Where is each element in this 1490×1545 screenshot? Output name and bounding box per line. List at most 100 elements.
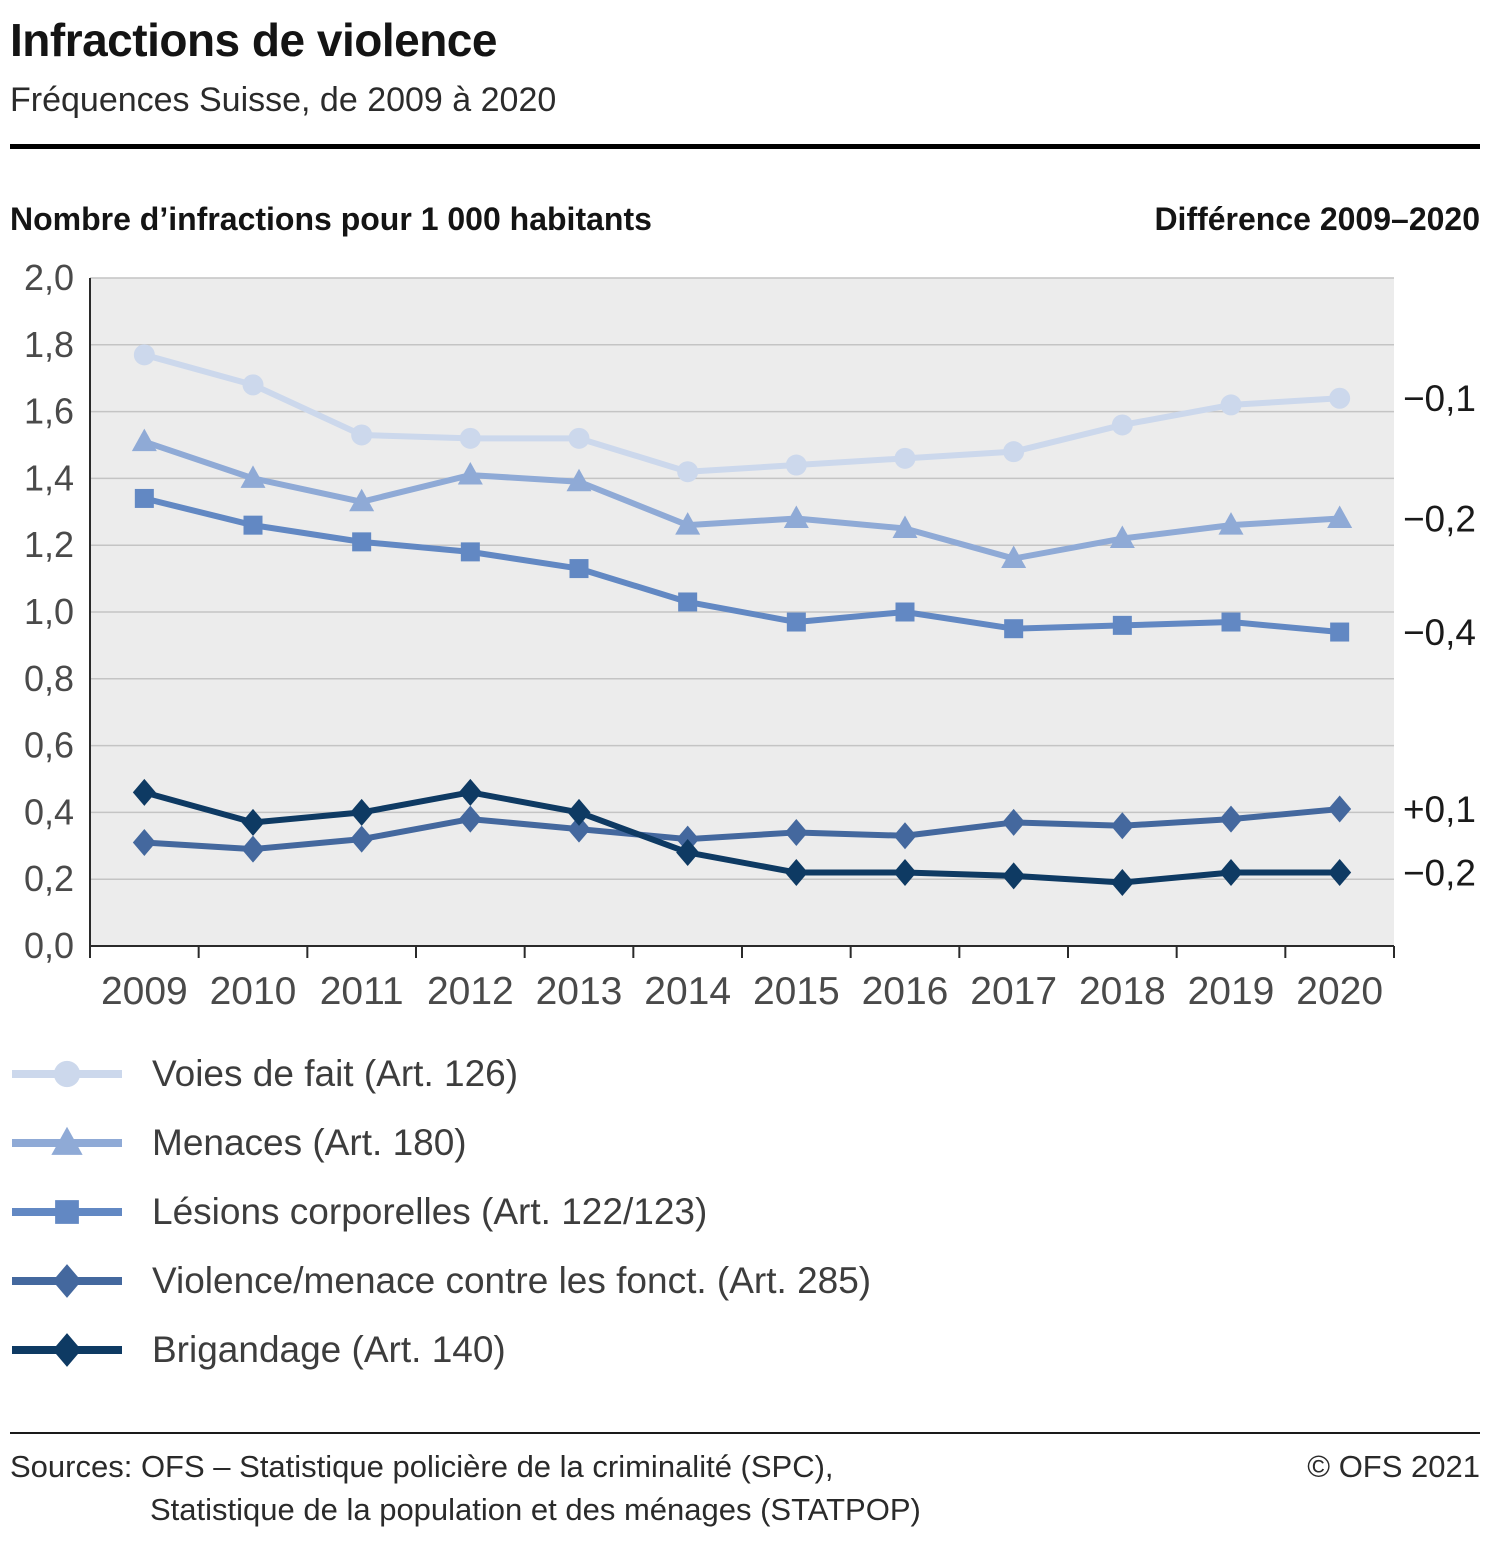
legend-swatch xyxy=(12,1200,122,1224)
diamond-marker-icon xyxy=(784,818,808,846)
circle-marker-icon xyxy=(133,344,155,366)
circle-marker-icon xyxy=(1220,394,1242,416)
legend-swatch xyxy=(12,1060,122,1088)
y-tick-label: 1,2 xyxy=(24,524,74,565)
difference-label: −0,2 xyxy=(1403,498,1476,539)
x-tick-label: 2014 xyxy=(644,970,731,1013)
x-tick-label: 2020 xyxy=(1296,970,1383,1013)
diamond-marker-icon xyxy=(458,805,482,833)
x-tick-label: 2012 xyxy=(427,970,514,1013)
square-marker-icon xyxy=(895,602,915,622)
footer: Sources: OFS – Statistique policière de … xyxy=(10,1446,1480,1532)
triangle-marker-icon xyxy=(783,505,809,528)
circle-marker-icon xyxy=(785,454,807,476)
diamond-marker-icon xyxy=(350,798,374,826)
square-marker-icon xyxy=(134,488,154,508)
series-line xyxy=(143,438,1340,562)
top-divider xyxy=(10,143,1480,149)
page-subtitle: Fréquences Suisse, de 2009 à 2020 xyxy=(10,80,557,119)
legend-label: Voies de fait (Art. 126) xyxy=(152,1052,519,1094)
diamond-marker-icon xyxy=(241,808,265,836)
legend-swatch xyxy=(12,1333,122,1367)
y-tick-label: 0,4 xyxy=(24,791,74,832)
x-tick-label: 2015 xyxy=(753,970,840,1013)
legend-label: Lésions corporelles (Art. 122/123) xyxy=(152,1190,708,1232)
triangle-marker-icon xyxy=(131,428,157,452)
diamond-marker-icon xyxy=(132,778,156,806)
sources: Sources: OFS – Statistique policière de … xyxy=(10,1446,921,1532)
x-tick-label: 2011 xyxy=(320,970,404,1013)
circle-marker-icon xyxy=(1111,414,1133,436)
square-marker-icon xyxy=(352,532,372,552)
series-line xyxy=(144,805,1340,853)
series-1 xyxy=(133,344,1351,483)
legend-label: Violence/menace contre les fonct. (Art. … xyxy=(152,1259,872,1301)
diamond-marker-icon xyxy=(567,798,591,826)
sources-line-2: Statistique de la population et des ména… xyxy=(150,1491,921,1527)
copyright: © OFS 2021 xyxy=(1307,1448,1480,1484)
circle-marker-icon xyxy=(459,427,481,449)
x-tick-label: 2018 xyxy=(1079,970,1166,1013)
square-marker-icon xyxy=(678,592,698,612)
series-5 xyxy=(132,778,1352,896)
circle-marker-icon xyxy=(242,374,264,396)
square-marker-icon xyxy=(1330,622,1350,642)
diamond-marker-icon xyxy=(676,838,700,866)
series-line xyxy=(143,351,1340,475)
legend-item-5: Brigandage (Art. 140) xyxy=(10,1328,1480,1372)
footer-divider xyxy=(10,1431,1480,1434)
legend-item-1: Voies de fait (Art. 126) xyxy=(10,1052,1480,1096)
triangle-marker-icon xyxy=(349,488,375,512)
circle-marker-icon xyxy=(1003,441,1025,463)
triangle-marker-icon xyxy=(1218,512,1244,535)
diamond-marker-icon xyxy=(893,822,917,850)
difference-label: +0,1 xyxy=(1403,789,1476,830)
legend-item-4: Violence/menace contre les fonct. (Art. … xyxy=(10,1259,1480,1303)
diamond-marker-icon xyxy=(784,858,808,886)
square-marker-icon xyxy=(55,1200,79,1224)
legend-swatch xyxy=(12,1126,122,1155)
y-tick-label: 1,4 xyxy=(24,457,74,498)
triangle-marker-icon xyxy=(566,468,592,492)
circle-marker-icon xyxy=(1329,387,1351,409)
triangle-marker-icon xyxy=(675,512,701,535)
series-3 xyxy=(134,488,1350,642)
diamond-marker-icon xyxy=(241,835,265,863)
chart-headers: Nombre d’infractions pour 1 000 habitant… xyxy=(10,201,1480,238)
circle-marker-icon xyxy=(351,424,373,446)
square-marker-icon xyxy=(1004,619,1024,639)
triangle-marker-icon xyxy=(1001,545,1027,568)
page-title: Infractions de violence xyxy=(10,14,497,66)
y-tick-label: 1,8 xyxy=(24,324,74,365)
diamond-marker-icon xyxy=(1328,858,1352,886)
x-tick-label: 2019 xyxy=(1188,970,1275,1013)
x-tick-label: 2013 xyxy=(536,970,623,1013)
series-line xyxy=(143,495,1340,635)
square-marker-icon xyxy=(243,515,263,535)
x-tick-label: 2016 xyxy=(862,970,949,1013)
diamond-marker-icon xyxy=(1002,862,1026,890)
circle-marker-icon xyxy=(53,1060,81,1088)
legend-item-2: Menaces (Art. 180) xyxy=(10,1121,1480,1165)
difference-label: −0,4 xyxy=(1403,612,1476,653)
diamond-marker-icon xyxy=(458,778,482,806)
circle-marker-icon xyxy=(568,427,590,449)
diamond-marker-icon xyxy=(1110,812,1134,840)
y-tick-label: 2,0 xyxy=(24,262,74,298)
diamond-marker-icon xyxy=(1002,808,1026,836)
y-tick-label: 0,0 xyxy=(24,925,74,966)
y-tick-label: 1,0 xyxy=(24,591,74,632)
y-tick-label: 0,6 xyxy=(24,724,74,765)
diamond-marker-icon xyxy=(893,858,917,886)
square-marker-icon xyxy=(460,542,480,562)
diamond-marker-icon xyxy=(1110,868,1134,896)
x-tick-label: 2010 xyxy=(210,970,297,1013)
difference-column-title: Différence 2009–2020 xyxy=(1154,200,1480,237)
square-marker-icon xyxy=(786,612,806,632)
triangle-marker-icon xyxy=(240,465,266,488)
sources-line-1: Sources: OFS – Statistique policière de … xyxy=(10,1448,834,1484)
difference-label: −0,1 xyxy=(1403,378,1476,419)
series-line xyxy=(143,789,1340,886)
series-2 xyxy=(131,428,1353,568)
